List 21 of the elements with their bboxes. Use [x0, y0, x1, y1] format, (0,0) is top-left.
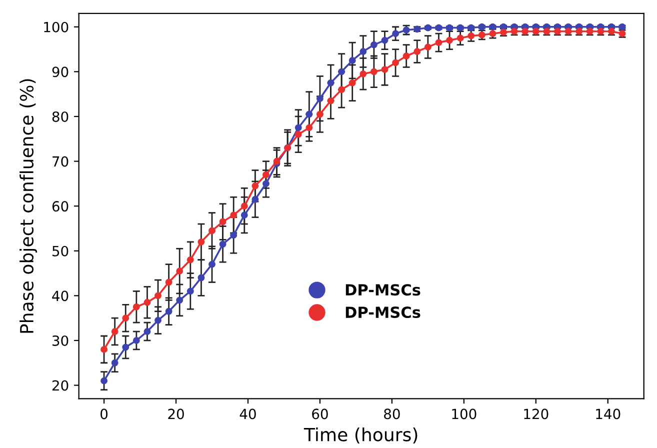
y-tick-label: 70 — [52, 156, 68, 167]
y-tick-label: 40 — [52, 290, 68, 302]
x-tick-label: 60 — [312, 408, 328, 420]
x-tick-label: 0 — [100, 408, 108, 420]
legend-label: DP-MSCs — [346, 306, 420, 318]
y-tick-label: 60 — [52, 201, 68, 212]
y-tick-label: 50 — [52, 246, 68, 256]
y-tick-label: 30 — [52, 335, 68, 346]
x-tick-label: 100 — [452, 408, 476, 420]
y-axis-title: Phase object confluence (%) — [20, 79, 38, 333]
y-tick-label: 90 — [52, 66, 68, 78]
x-tick-label: 140 — [596, 408, 620, 420]
y-tick-label: 20 — [52, 380, 68, 391]
legend-label: DP-MSCs — [346, 284, 420, 296]
y-tick-label: 80 — [52, 111, 68, 122]
y-tick-label: 100 — [44, 22, 68, 32]
x-tick-label: 120 — [524, 408, 548, 420]
x-axis-title: Time (hours) — [304, 427, 418, 444]
x-tick-label: 40 — [240, 408, 256, 420]
x-tick-label: 20 — [168, 408, 184, 420]
x-tick-label: 80 — [384, 408, 400, 420]
